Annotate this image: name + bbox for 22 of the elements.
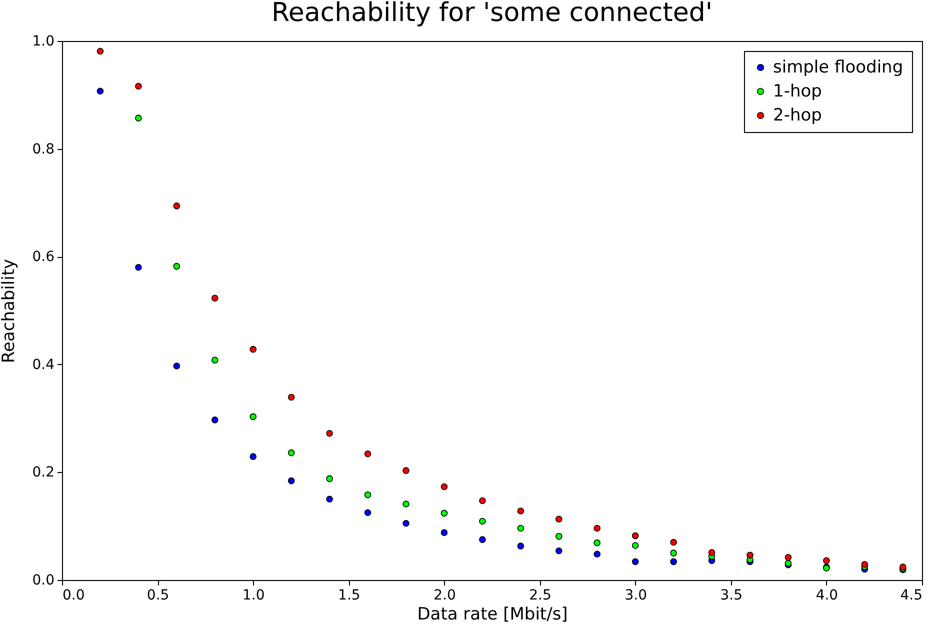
y-tick-label: 0.2 [32,464,54,481]
y-axis-title: Reachability [0,258,20,364]
x-tick-label: 3.5 [720,588,743,604]
legend-label: 1-hop [773,82,822,102]
y-tick-label: 0.6 [32,249,55,266]
x-tick-label: 1.0 [242,588,265,604]
y-tick-label: 0.4 [32,356,55,373]
x-tick-label: 2.0 [434,588,456,604]
x-tick-label: 4.0 [816,588,838,604]
legend-label: 2-hop [773,106,822,126]
x-tick-label: 0.0 [62,588,85,604]
y-tick-label: 1.0 [32,34,54,50]
x-axis-title: Data rate [Mbit/s] [417,604,568,624]
x-tick-label: 1.5 [338,588,360,604]
x-tick-label: 2.5 [529,588,552,604]
x-tick-label: 0.5 [146,588,170,604]
legend-label: simple flooding [773,58,904,78]
x-tick-label: 3.0 [624,588,647,604]
x-tick-label: 4.5 [900,588,922,604]
y-tick-label: 0.0 [32,572,54,588]
chart-title: Reachability for 'some connected' [271,0,713,28]
y-tick-label: 0.8 [32,141,54,158]
